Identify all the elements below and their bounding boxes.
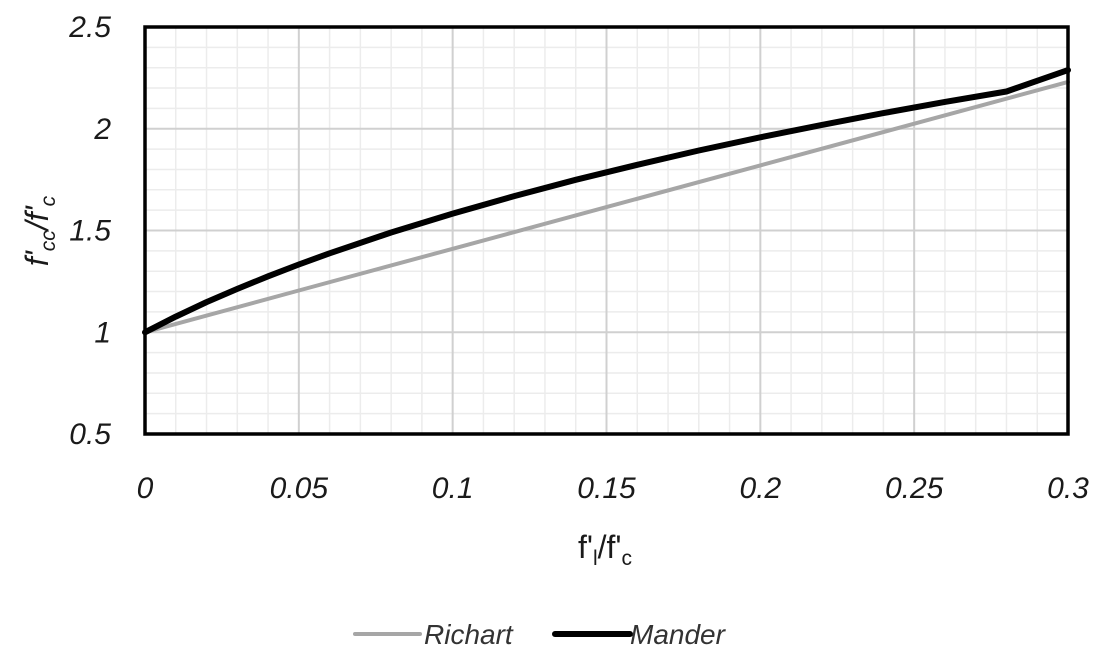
series-layer — [142, 67, 1071, 336]
x-tick-label: 0.2 — [739, 472, 781, 505]
plot-frame — [143, 25, 1070, 436]
y-tick-label: 1.5 — [69, 215, 111, 248]
legend-label-mander: Mander — [630, 619, 727, 650]
x-tick-label: 0.05 — [270, 472, 329, 505]
y-tick-label: 1 — [94, 316, 111, 349]
y-tick-label: 2 — [93, 113, 111, 146]
x-tick-label: 0.1 — [432, 472, 474, 505]
x-tick-label: 0.25 — [885, 472, 944, 505]
x-tick-label: 0 — [137, 472, 154, 505]
x-tick-label: 0.3 — [1047, 472, 1089, 505]
legend: Richart Mander — [353, 619, 727, 650]
y-tick-labels: 0.5 1 1.5 2 2.5 — [68, 11, 111, 451]
series-line-richart — [143, 79, 1070, 335]
y-axis-title: f'cc/f'c — [19, 195, 60, 266]
y-tick-label: 0.5 — [69, 418, 111, 451]
x-axis-title: f'l/f'c — [578, 529, 632, 570]
legend-label-richart: Richart — [424, 619, 514, 650]
x-tick-label: 0.15 — [577, 472, 636, 505]
y-tick-label: 2.5 — [68, 11, 111, 44]
x-tick-labels: 0 0.05 0.1 0.15 0.2 0.25 0.3 — [137, 472, 1090, 505]
major-gridlines — [145, 27, 1068, 434]
series-line-mander — [142, 67, 1071, 336]
